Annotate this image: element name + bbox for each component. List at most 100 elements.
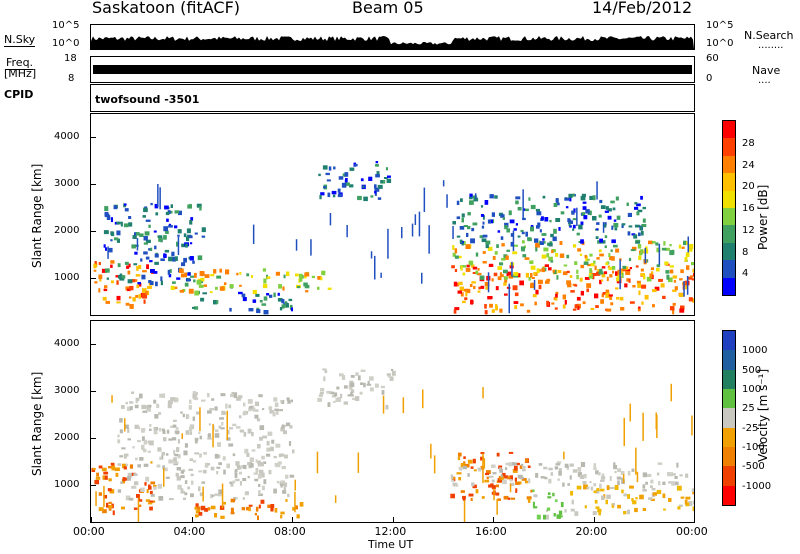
power-cell — [93, 263, 97, 269]
power-cell — [592, 274, 595, 280]
velocity-cell — [281, 400, 285, 404]
velocity-cell — [141, 428, 145, 433]
velocity-cell — [567, 483, 570, 486]
power-cell — [188, 288, 194, 294]
velocity-cell — [239, 481, 242, 486]
power-cell — [491, 278, 494, 282]
velocity-cell — [557, 478, 560, 481]
power-cell — [160, 280, 163, 286]
power-cell — [523, 245, 526, 249]
power-cell — [200, 277, 205, 282]
power-cell — [142, 288, 147, 293]
velocity-cell — [605, 499, 608, 505]
power-cell — [168, 225, 173, 228]
power-cell — [150, 247, 153, 251]
power-cell — [160, 276, 163, 282]
velocity-cell — [194, 438, 198, 444]
power-cell — [465, 244, 471, 249]
power-cell — [98, 274, 103, 280]
power-cell — [493, 272, 498, 277]
velocity-cell — [220, 393, 226, 397]
power-cell — [572, 224, 576, 229]
power-cell — [484, 304, 487, 309]
velocity-cell — [159, 456, 162, 460]
power-cell — [679, 278, 683, 281]
velocity-cell — [187, 415, 190, 418]
velocity-cell — [108, 478, 112, 482]
velocity-cell — [187, 486, 190, 490]
power-cell — [104, 213, 110, 218]
power-cell — [200, 297, 205, 302]
velocity-cell — [294, 505, 298, 510]
power-streak — [374, 255, 376, 280]
power-cell — [174, 225, 178, 229]
power-cell — [639, 226, 643, 231]
velocity-cell — [92, 468, 96, 471]
power-cell — [552, 269, 555, 273]
velocity-streak — [382, 395, 385, 414]
velocity-ylabel: Slant Range [km] — [30, 371, 44, 476]
velocity-cell — [214, 453, 219, 459]
power-cell — [609, 256, 613, 260]
power-cell — [467, 212, 471, 216]
velocity-cell — [503, 495, 509, 500]
power-cell — [464, 297, 468, 301]
power-cell — [589, 253, 593, 257]
velocity-cell — [508, 451, 514, 454]
velocity-cell — [612, 503, 615, 506]
velocity-cell — [272, 412, 276, 417]
velocity-cell — [133, 473, 138, 476]
power-cell — [331, 190, 337, 195]
velocity-cell — [132, 446, 135, 449]
power-cell — [631, 233, 636, 236]
power-cell — [548, 256, 553, 262]
power-cell — [554, 297, 558, 301]
power-cell — [565, 206, 569, 209]
velocity-cell — [102, 475, 105, 479]
velocity-cell — [546, 507, 551, 511]
velocity-cell — [104, 475, 108, 480]
power-cell — [104, 285, 108, 289]
velocity-cell — [367, 380, 370, 385]
power-cell — [213, 300, 218, 305]
velocity-cell — [569, 463, 574, 467]
velocity-colorbar-label: Velocity [m s⁻¹] — [756, 368, 770, 462]
power-cell — [261, 303, 267, 306]
velocity-colorbar-tick: -1000 — [742, 480, 772, 492]
velocity-cell — [252, 409, 255, 412]
velocity-cell — [543, 466, 548, 470]
velocity-cell — [207, 507, 211, 511]
velocity-cell — [190, 493, 194, 498]
power-cell — [117, 263, 121, 268]
power-cell — [546, 278, 551, 282]
velocity-cell — [693, 500, 694, 505]
power-cell — [472, 195, 477, 199]
power-cell — [563, 264, 568, 267]
velocity-cell — [617, 468, 622, 472]
velocity-cell — [254, 478, 259, 482]
power-ytick-mark — [90, 184, 96, 186]
velocity-cell — [183, 497, 186, 500]
power-cell — [470, 300, 474, 304]
nsky-panel — [90, 24, 695, 50]
velocity-cell — [569, 475, 572, 480]
power-cell — [286, 271, 290, 277]
power-cell — [654, 286, 660, 291]
velocity-cell — [595, 490, 599, 494]
power-cell — [598, 249, 602, 253]
power-cell — [153, 230, 157, 233]
velocity-cell — [616, 476, 622, 480]
velocity-cell — [165, 476, 170, 479]
velocity-cell — [254, 512, 257, 516]
power-cell — [187, 272, 191, 276]
velocity-cell — [184, 492, 188, 496]
velocity-cell — [650, 479, 654, 484]
power-cell — [596, 222, 600, 225]
velocity-cell — [593, 467, 597, 470]
power-cell — [606, 308, 612, 312]
power-colorbar-segment — [723, 155, 735, 174]
velocity-cell — [216, 471, 219, 475]
velocity-cell — [601, 473, 605, 477]
power-colorbar-segment — [723, 138, 735, 157]
velocity-cell — [592, 511, 597, 516]
